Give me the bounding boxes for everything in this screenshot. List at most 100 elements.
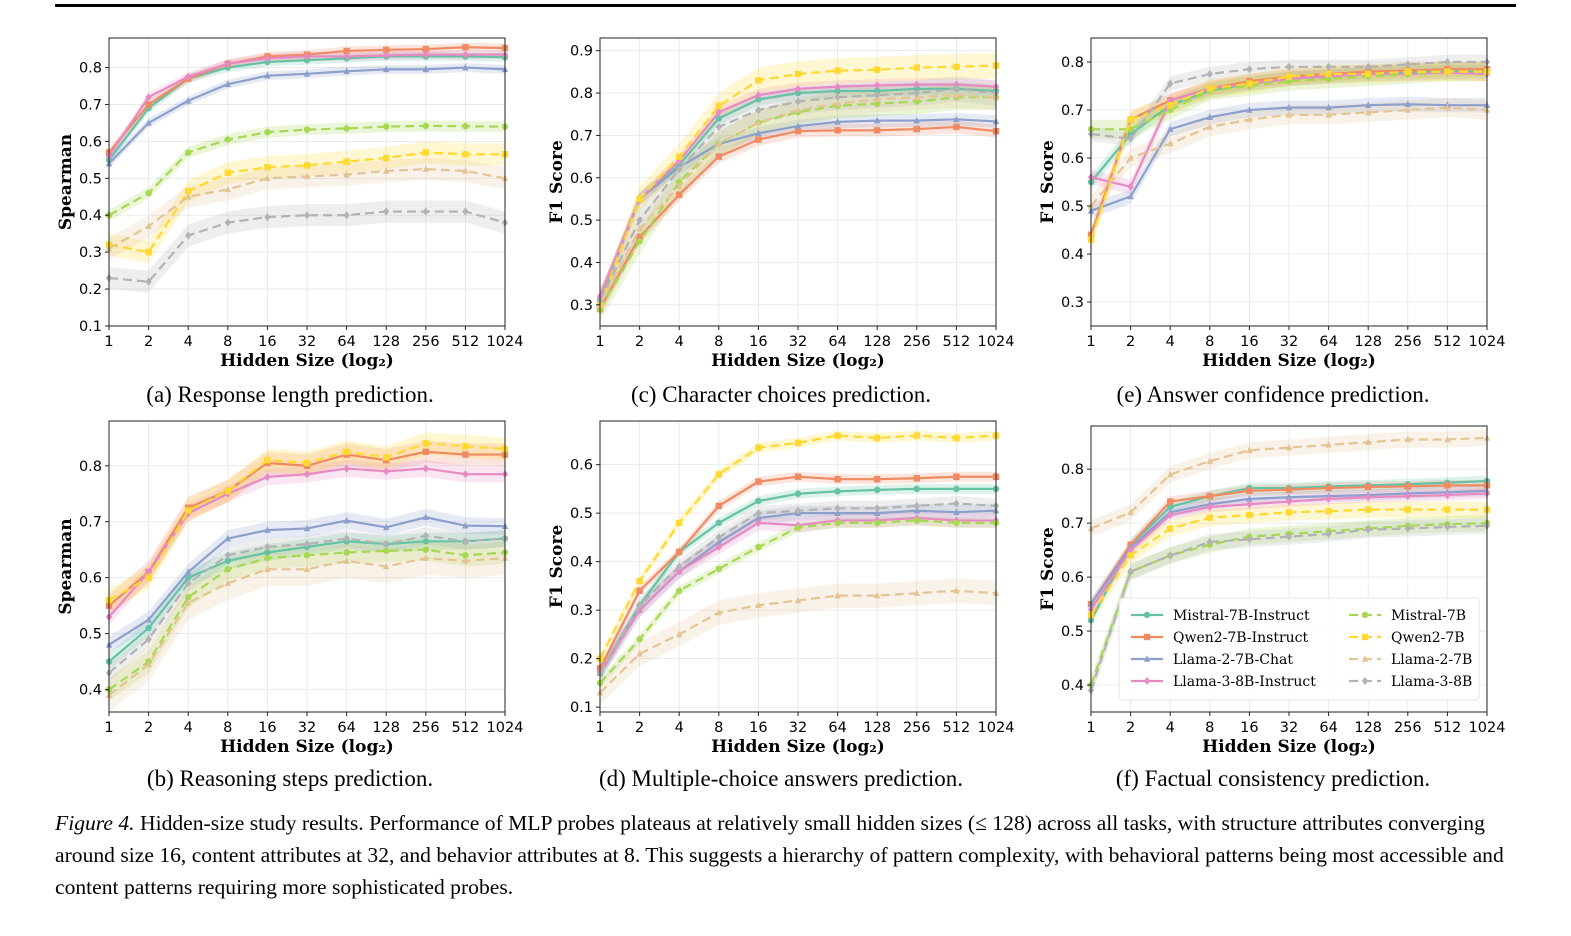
legend-label-6: Llama-2-7B [1391,652,1472,668]
x-tick-label-b: 1024 [487,720,524,736]
x-axis-label-e: Hidden Size (log₂) [1202,351,1376,371]
data-point-e-7 [1365,62,1372,71]
data-point-a-4 [185,149,192,156]
legend-label-3: Llama-3-8B-Instruct [1173,674,1316,690]
data-point-d-4 [953,519,960,527]
y-tick-label-e: 0.8 [1061,55,1084,71]
data-point-f-3 [1206,502,1213,511]
y-tick-label-f: 0.5 [1061,624,1084,640]
series-band-a-6 [109,158,505,260]
data-point-f-6 [1444,435,1451,443]
data-point-e-2 [1167,125,1174,132]
data-point-e-6 [1444,103,1451,111]
data-point-d-6 [834,591,841,599]
data-point-f-6 [1127,508,1134,516]
x-tick-label-a: 1 [104,334,113,350]
data-point-c-7 [755,106,762,114]
data-point-d-5 [636,577,643,585]
data-point-c-6 [636,224,643,232]
y-axis-label-b: Spearman [56,518,76,614]
data-point-b-6 [422,554,429,561]
y-axis-label-f: F1 Score [1038,527,1058,611]
data-point-a-6 [422,165,429,172]
y-tick-label-b: 0.5 [79,627,102,643]
data-point-d-7 [794,506,802,515]
x-tick-label-d: 64 [828,720,846,736]
x-tick-label-a: 256 [412,334,440,350]
series-band-f-5 [1091,501,1487,623]
data-point-d-1 [874,476,881,483]
data-point-e-2 [1206,113,1213,120]
x-tick-label-b: 8 [223,720,232,736]
data-point-a-3 [145,93,152,102]
data-point-e-6 [1365,108,1372,116]
x-tick-label-d: 8 [714,720,723,736]
data-point-d-7 [913,501,920,510]
data-point-f-7 [1127,567,1134,576]
data-point-a-2 [422,65,429,73]
series-band-b-0 [109,530,505,671]
data-point-a-5 [343,158,350,165]
chart-d: 1 2 4 8 16 32 64 128 256 512 1024 0.1 0.2 0.3 0.4 0.5 0.… [547,420,1014,757]
y-tick-label-b: 0.7 [79,515,102,531]
data-point-c-0 [755,96,762,103]
figure-caption-label: Figure 4. [55,811,135,835]
data-point-d-7 [874,504,881,513]
legend-label-7: Llama-3-8B [1391,674,1472,690]
x-tick-label-b: 16 [258,720,276,736]
x-tick-label-f: 32 [1280,720,1298,736]
data-point-e-5 [1404,68,1411,75]
data-point-c-5 [874,66,881,73]
data-point-d-6 [874,591,881,599]
data-point-c-3 [794,84,802,93]
x-tick-label-a: 2 [144,334,153,350]
series-line-a-5 [108,151,505,254]
series-band-e-4 [1091,62,1487,139]
data-point-d-4 [874,519,881,527]
figure-canvas: 1 2 4 8 16 32 64 128 256 512 10240.10.20.30.40.50.… [56,37,1506,757]
x-tick-label-f: 1024 [1469,720,1506,736]
data-point-b-5 [422,440,429,447]
x-tick-label-a: 16 [258,334,276,350]
data-point-a-2 [303,70,311,77]
legend-marker-7 [1361,677,1369,685]
data-point-e-5 [1325,70,1332,78]
data-point-e-5 [1444,68,1451,75]
x-tick-label-f: 128 [1354,720,1382,736]
data-point-b-2 [224,534,231,542]
data-point-f-5 [1246,511,1253,519]
y-tick-label-a: 0.1 [79,319,102,335]
data-point-b-5 [462,442,469,450]
data-point-a-5 [264,164,271,171]
data-point-b-7 [264,542,271,551]
legend-label-4: Mistral-7B [1391,608,1466,624]
data-point-d-6 [676,630,683,638]
data-point-b-0 [224,557,231,565]
data-point-d-7 [953,499,960,508]
data-point-b-1 [462,451,469,458]
data-point-c-6 [755,118,762,126]
series-line-b-6 [108,557,506,697]
data-point-a-7 [462,207,469,216]
data-point-d-7 [636,601,643,610]
data-point-f-5 [1365,506,1372,513]
x-tick-label-e: 8 [1205,334,1214,350]
caption-f: (f) Factual consistency prediction. [1115,766,1431,791]
data-point-a-4 [462,123,469,130]
data-point-e-5 [1206,85,1213,92]
data-point-b-0 [264,549,271,556]
x-tick-label-c: 128 [863,334,891,350]
data-point-e-6 [1167,139,1174,147]
data-point-a-6 [145,222,152,230]
data-point-b-7 [303,540,311,549]
data-point-b-7 [462,537,469,546]
data-point-d-6 [953,586,960,594]
x-axis-label-d: Hidden Size (log₂) [711,737,885,757]
data-point-f-6 [1246,446,1253,454]
series-line-f-7 [1089,524,1488,691]
series-line-a-7 [108,210,506,283]
data-point-a-1 [383,46,390,54]
data-point-f-7 [1325,529,1332,538]
x-tick-label-e: 32 [1280,334,1298,350]
data-point-f-6 [1285,443,1293,451]
